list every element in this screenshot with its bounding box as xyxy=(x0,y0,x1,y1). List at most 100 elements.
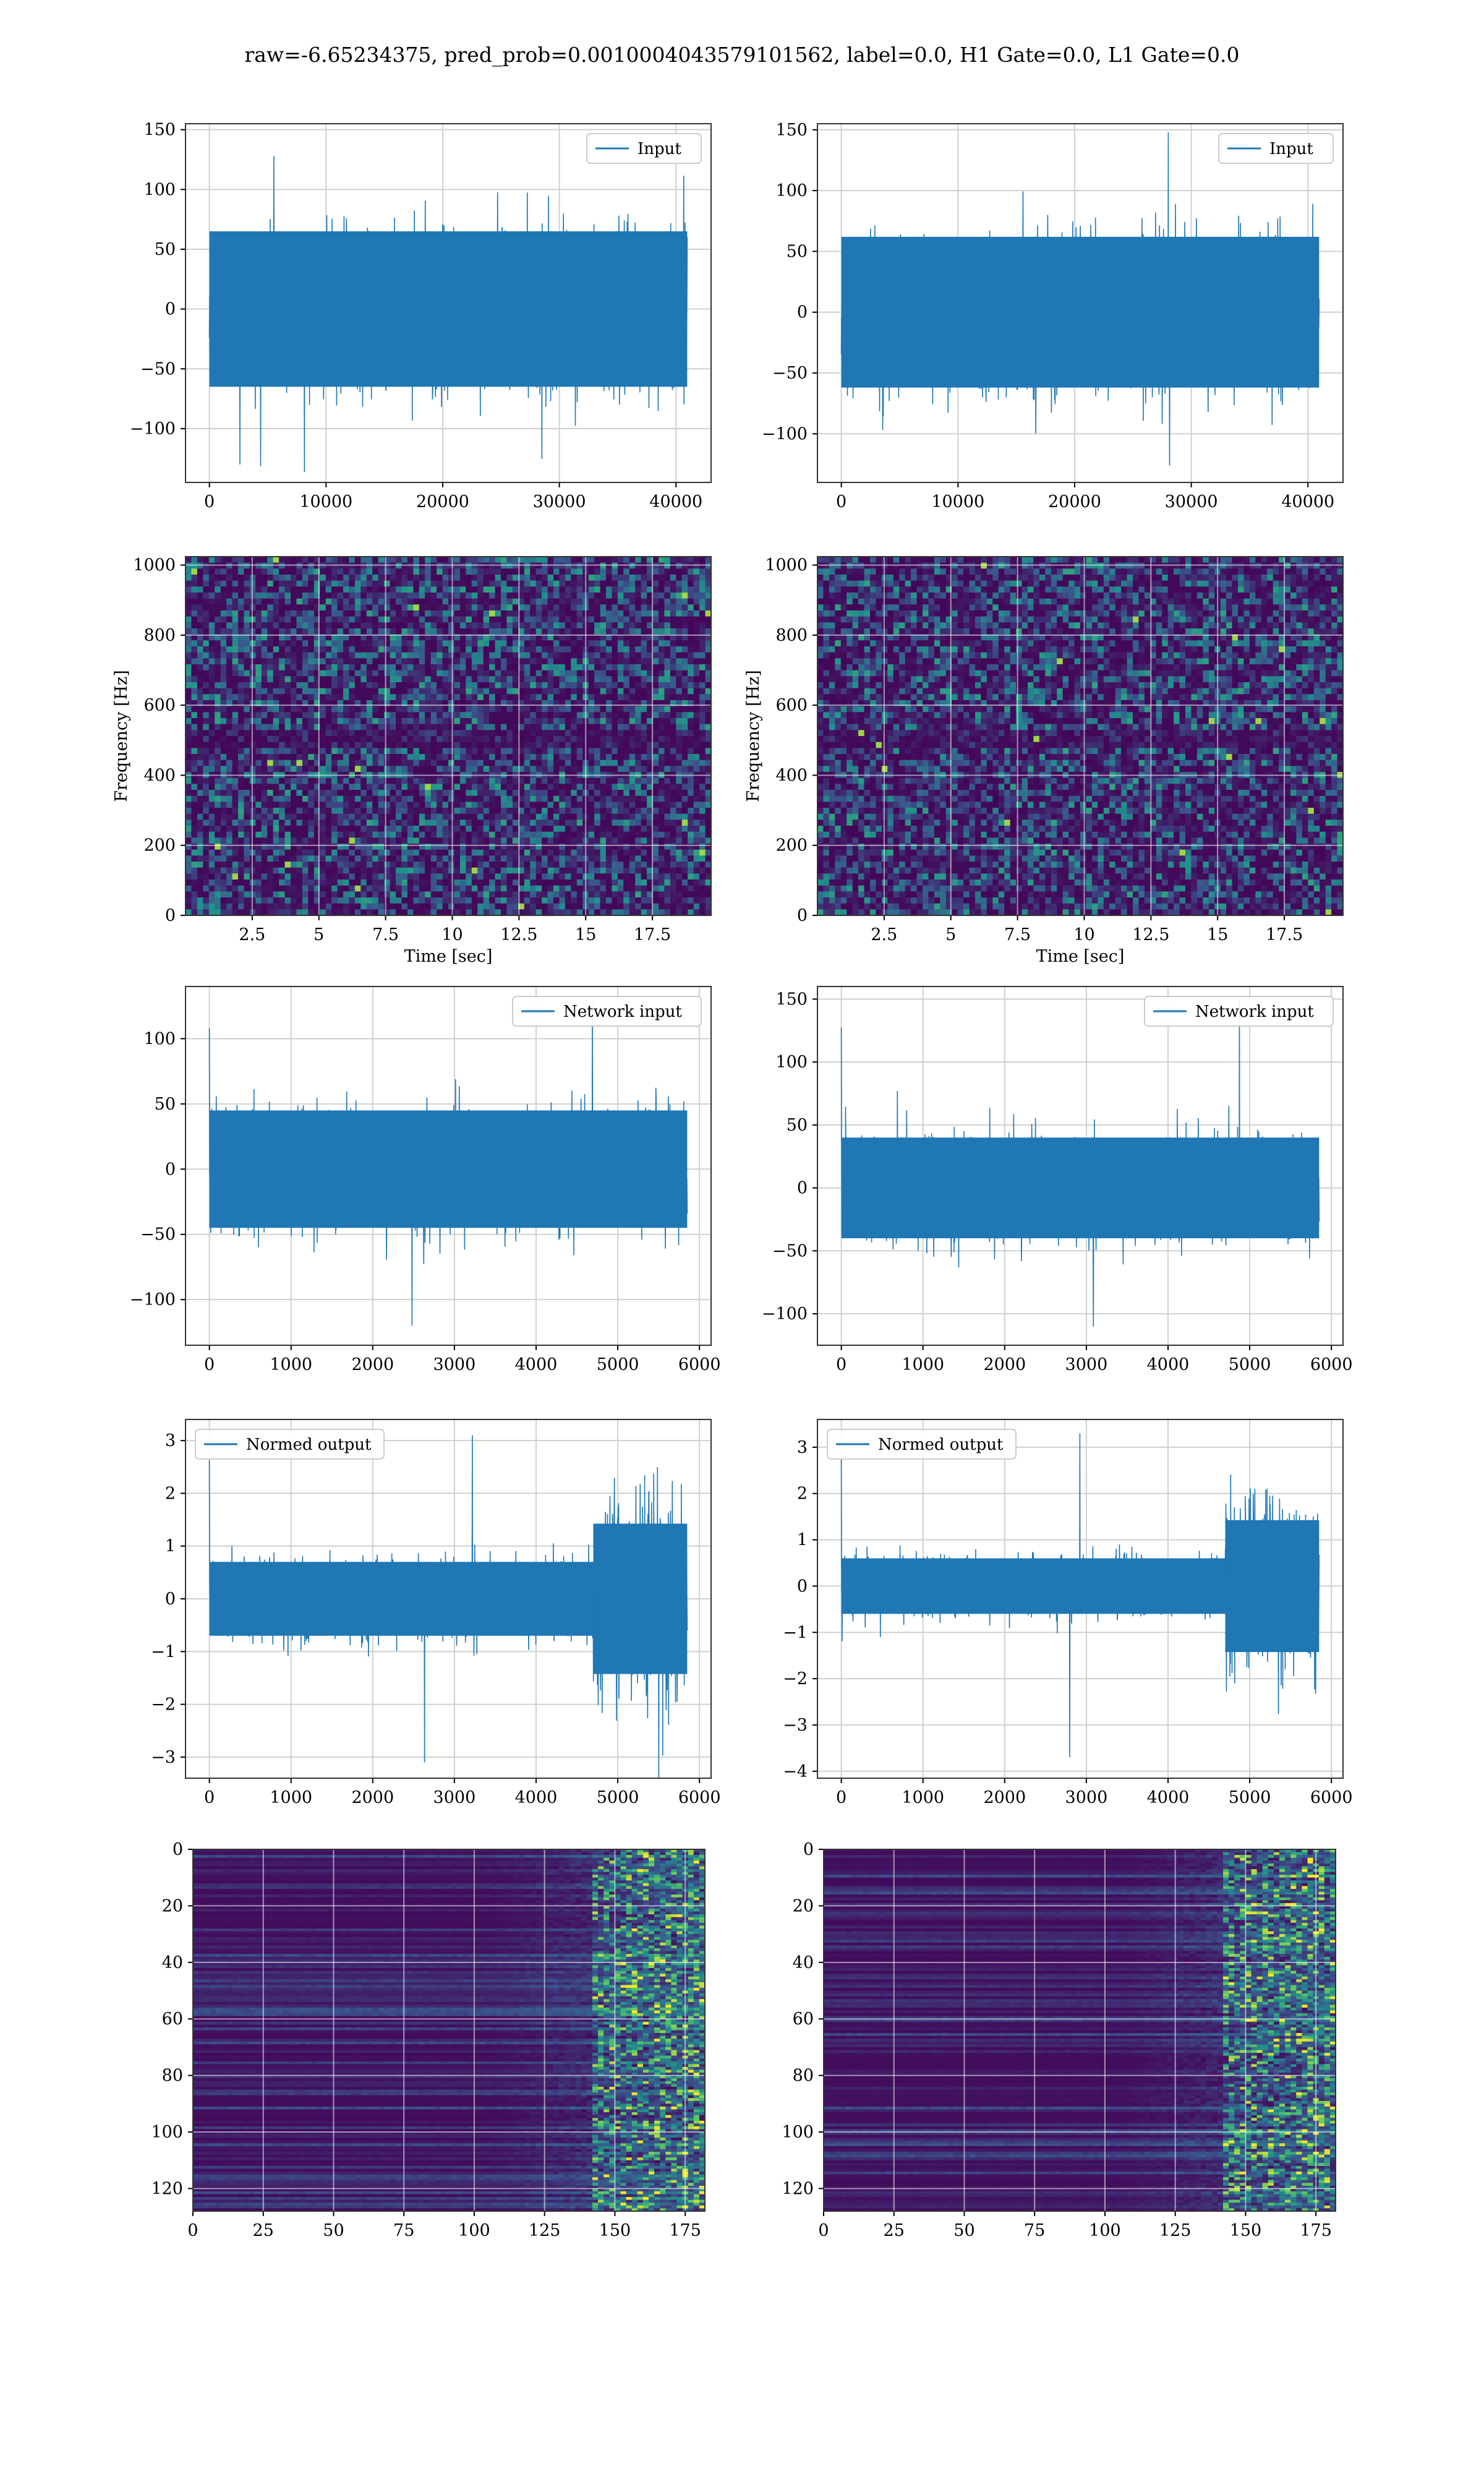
heatmap-cell xyxy=(255,742,262,748)
heatmap-cell xyxy=(460,610,466,617)
heatmap-cell xyxy=(255,622,262,628)
heatmap-cell xyxy=(460,622,466,628)
heatmap-cell xyxy=(425,568,431,575)
heatmap-cell xyxy=(618,736,624,742)
heatmap-cell xyxy=(477,593,484,599)
heatmap-cell xyxy=(489,820,495,826)
heatmap-cell xyxy=(443,586,449,593)
heatmap-cell xyxy=(548,622,554,628)
heatmap-cell xyxy=(262,664,268,670)
y-tick-label: 100 xyxy=(775,181,808,200)
heatmap-cell xyxy=(203,736,209,742)
heatmap-cell xyxy=(355,563,361,569)
heatmap-cell xyxy=(267,586,273,593)
heatmap-cell xyxy=(577,754,583,760)
heatmap-cell xyxy=(367,808,373,814)
heatmap-cell xyxy=(238,622,244,628)
heatmap-cell xyxy=(594,617,600,623)
heatmap-cell xyxy=(191,784,197,790)
heatmap-cell xyxy=(355,826,361,832)
heatmap-cell xyxy=(495,826,501,832)
heatmap-cell xyxy=(670,658,676,664)
heatmap-cell xyxy=(244,796,250,802)
heatmap-cell xyxy=(460,706,466,713)
heatmap-cell xyxy=(226,670,232,677)
heatmap-cell xyxy=(495,760,501,766)
heatmap-cell xyxy=(296,628,302,635)
heatmap-cell xyxy=(437,742,443,748)
heatmap-cell xyxy=(577,581,583,587)
heatmap-cell xyxy=(548,820,554,826)
heatmap-cell xyxy=(326,568,332,575)
heatmap-cell xyxy=(431,802,437,808)
heatmap-cell xyxy=(267,563,273,569)
heatmap-cell xyxy=(524,694,531,700)
heatmap-cell xyxy=(186,676,192,682)
heatmap-cell xyxy=(215,736,221,742)
heatmap-cell xyxy=(589,563,595,569)
heatmap-cell xyxy=(688,658,694,664)
heatmap-cell xyxy=(548,724,554,730)
heatmap-cell xyxy=(191,760,197,766)
heatmap-cell xyxy=(291,748,297,754)
heatmap-cell xyxy=(513,688,519,695)
heatmap-cell xyxy=(553,617,560,623)
heatmap-cell xyxy=(659,617,665,623)
heatmap-cell xyxy=(378,826,385,832)
heatmap-cell xyxy=(694,754,700,760)
heatmap-cell xyxy=(694,610,700,617)
heatmap-cell xyxy=(221,712,227,718)
heatmap-cell xyxy=(664,622,670,628)
heatmap-cell xyxy=(472,820,478,826)
heatmap-cell xyxy=(255,766,262,772)
heatmap-cell xyxy=(484,766,490,772)
heatmap-cell xyxy=(419,724,425,730)
heatmap-cell xyxy=(653,563,659,569)
heatmap-cell xyxy=(699,688,706,695)
heatmap-cell xyxy=(431,599,437,605)
heatmap-cell xyxy=(495,563,501,569)
heatmap-cell xyxy=(244,640,250,646)
heatmap-cell xyxy=(355,622,361,628)
heatmap-cell xyxy=(606,688,612,695)
heatmap-cell xyxy=(197,784,203,790)
heatmap-cell xyxy=(273,586,279,593)
heatmap-cell xyxy=(571,694,577,700)
heatmap-cell xyxy=(419,610,425,617)
heatmap-cell xyxy=(267,604,273,610)
heatmap-cell xyxy=(694,760,700,766)
heatmap-cell xyxy=(343,682,349,688)
heatmap-cell xyxy=(326,557,332,563)
heatmap-cell xyxy=(343,586,349,593)
heatmap-cell xyxy=(279,617,285,623)
heatmap-cell xyxy=(355,736,361,742)
heatmap-cell xyxy=(191,557,197,563)
heatmap-cell xyxy=(460,557,466,563)
heatmap-cell xyxy=(186,736,192,742)
heatmap-cell xyxy=(262,575,268,581)
heatmap-cell xyxy=(699,593,706,599)
heatmap-cell xyxy=(489,784,495,790)
heatmap-cell xyxy=(302,796,309,802)
heatmap-cell xyxy=(688,712,694,718)
x-tick-label: 40000 xyxy=(649,492,702,511)
heatmap-cell xyxy=(308,575,314,581)
heatmap-cell xyxy=(513,718,519,724)
heatmap-cell xyxy=(565,814,571,820)
heatmap-cell xyxy=(367,581,373,587)
heatmap-cell xyxy=(495,796,501,802)
heatmap-cell xyxy=(472,617,478,623)
heatmap-cell xyxy=(302,646,309,653)
heatmap-cell xyxy=(273,706,279,713)
heatmap-cell xyxy=(536,688,542,695)
heatmap-cell xyxy=(191,724,197,730)
heatmap-cell xyxy=(466,724,472,730)
heatmap-cell xyxy=(349,742,355,748)
heatmap-cell xyxy=(232,736,239,742)
heatmap-cell xyxy=(273,568,279,575)
heatmap-cell xyxy=(694,599,700,605)
heatmap-cell xyxy=(378,730,385,736)
heatmap-cell xyxy=(513,802,519,808)
heatmap-cell xyxy=(296,766,302,772)
heatmap-cell xyxy=(273,670,279,677)
